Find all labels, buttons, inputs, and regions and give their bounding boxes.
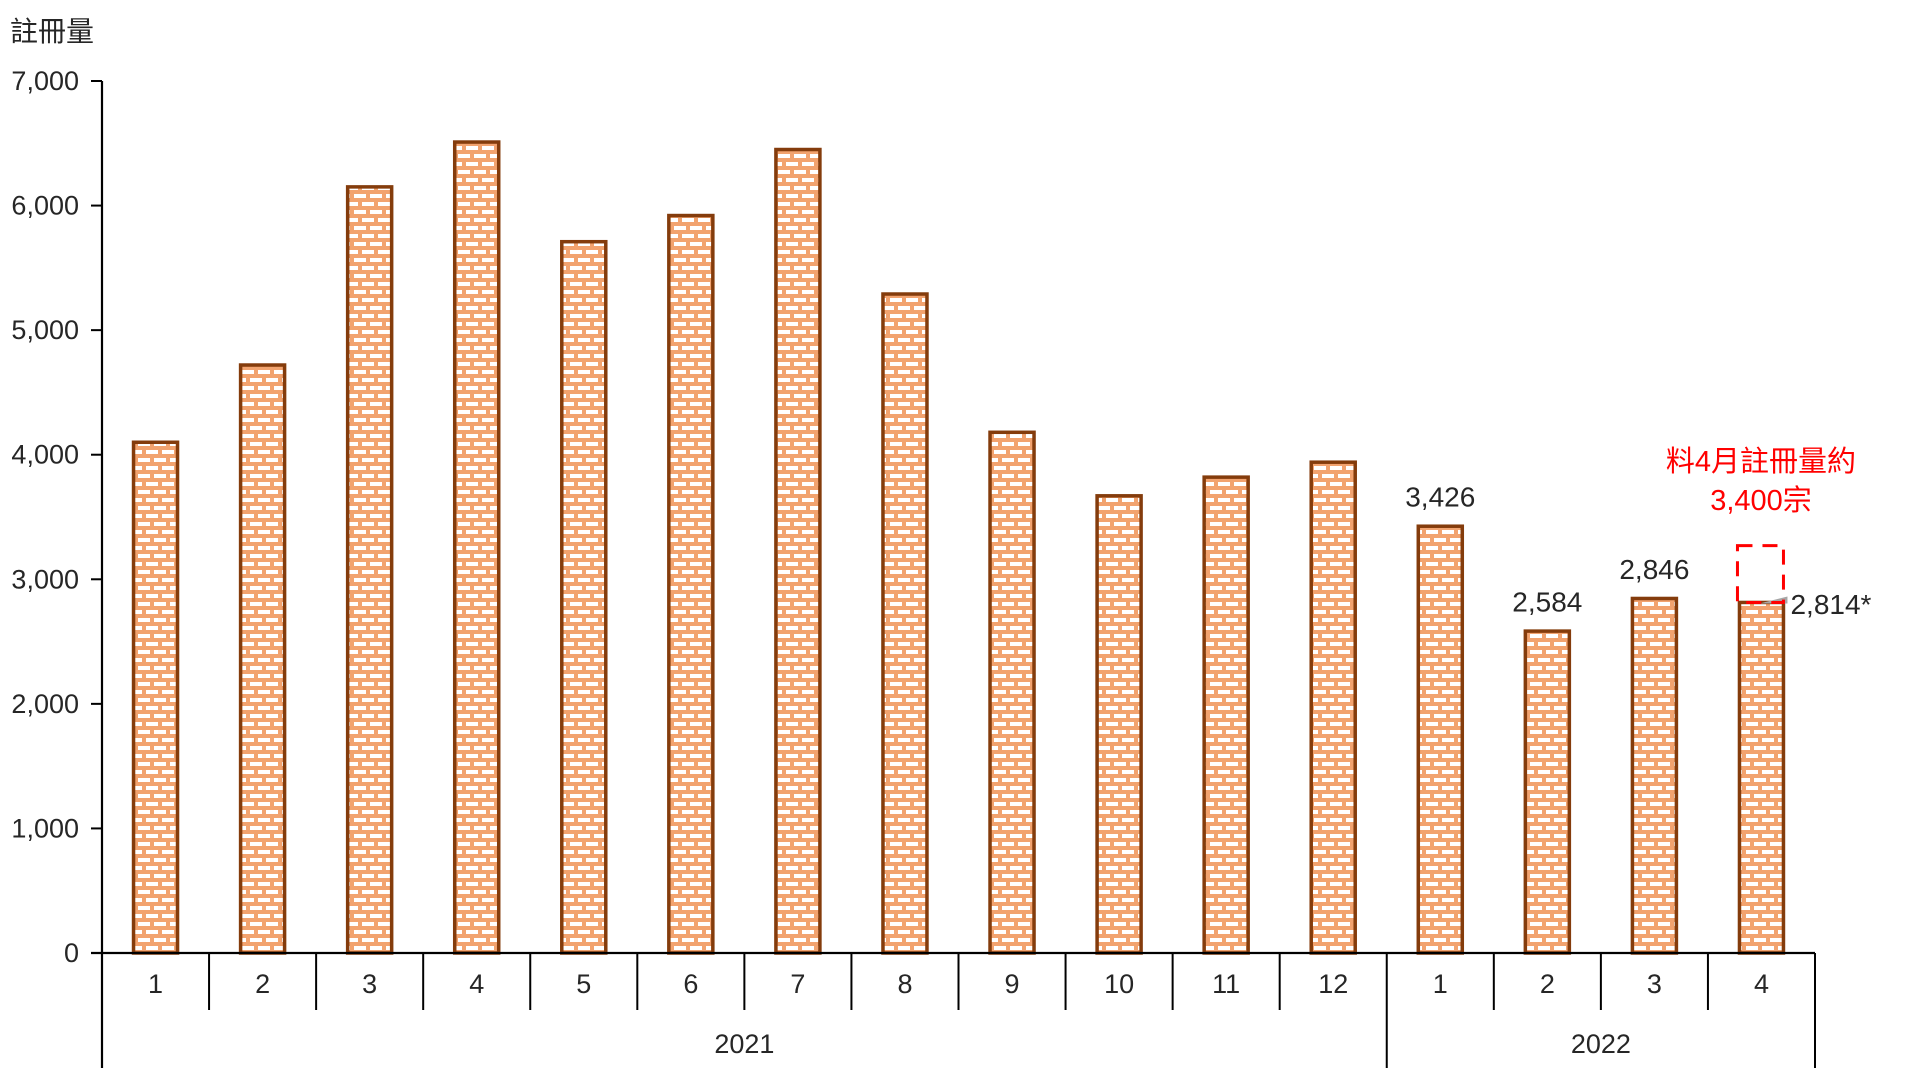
y-tick-label: 3,000 xyxy=(11,564,79,594)
month-label: 3 xyxy=(362,969,377,999)
month-label: 11 xyxy=(1212,969,1240,999)
month-label: 1 xyxy=(148,969,163,999)
y-tick-label: 2,000 xyxy=(11,689,79,719)
bar-month-2022-2 xyxy=(1523,629,1572,955)
bar-month-2021-9 xyxy=(988,430,1036,955)
month-label: 1 xyxy=(1433,969,1448,999)
y-tick-label: 5,000 xyxy=(11,315,79,345)
bar-month-2022-1 xyxy=(1416,524,1465,955)
year-label: 2021 xyxy=(714,1029,774,1059)
month-label: 4 xyxy=(1754,969,1769,999)
bar-month-2021-10 xyxy=(1095,494,1143,955)
month-label: 12 xyxy=(1318,969,1348,999)
bar-month-2022-3 xyxy=(1630,596,1679,955)
month-label: 9 xyxy=(1005,969,1020,999)
month-label: 7 xyxy=(790,969,805,999)
y-tick-label: 1,000 xyxy=(11,813,79,843)
bar-month-2021-11 xyxy=(1202,475,1250,955)
y-tick-label: 7,000 xyxy=(11,66,79,96)
month-label: 5 xyxy=(576,969,591,999)
y-tick-label: 6,000 xyxy=(11,191,79,221)
month-label: 6 xyxy=(683,969,698,999)
bar-month-2021-7 xyxy=(774,147,822,955)
bar-month-2022-4 xyxy=(1737,600,1786,955)
y-tick-label: 0 xyxy=(64,938,79,968)
year-label: 2022 xyxy=(1571,1029,1631,1059)
month-label: 2 xyxy=(255,969,270,999)
bar-value-label: 2,584 xyxy=(1512,587,1582,618)
bar-month-2021-6 xyxy=(667,213,715,955)
month-label: 2 xyxy=(1540,969,1555,999)
month-label: 8 xyxy=(897,969,912,999)
projection-dashed-box xyxy=(1735,544,1785,604)
bar-month-2021-1 xyxy=(131,440,180,955)
bar-value-label: 2,846 xyxy=(1619,554,1689,585)
projection-annotation-line2: 3,400宗 xyxy=(1710,485,1812,517)
bar-month-2021-2 xyxy=(238,363,287,955)
projection-annotation: 料4月註冊量約 3,400宗 xyxy=(1666,443,1856,521)
bar-value-label: 3,426 xyxy=(1405,482,1475,513)
bar-month-2021-12 xyxy=(1309,460,1357,955)
y-tick-label: 4,000 xyxy=(11,440,79,470)
month-label: 4 xyxy=(469,969,484,999)
bar-value-label: 2,814* xyxy=(1790,589,1871,620)
bar-month-2021-5 xyxy=(560,239,608,955)
projection-annotation-line1: 料4月註冊量約 xyxy=(1665,446,1857,478)
bar-month-2021-4 xyxy=(452,140,501,955)
bar-month-2021-8 xyxy=(881,292,929,955)
month-label: 10 xyxy=(1104,969,1134,999)
y-axis-title: 註冊量 xyxy=(10,16,95,47)
month-label: 3 xyxy=(1647,969,1662,999)
bar-month-2021-3 xyxy=(345,185,394,955)
